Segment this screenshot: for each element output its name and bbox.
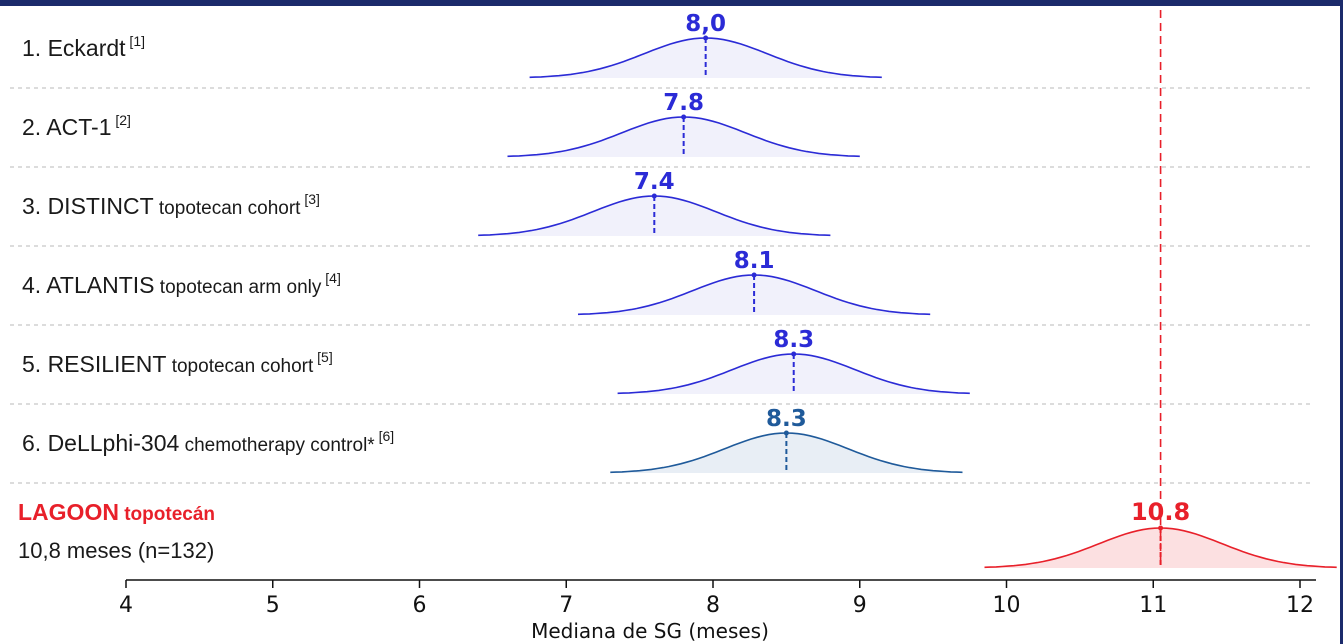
x-tick-label: 7 bbox=[559, 593, 573, 618]
x-tick-label: 8 bbox=[706, 593, 720, 618]
x-tick-label: 9 bbox=[853, 593, 867, 618]
row-6-label: 6. DeLLphi-304 chemotherapy control* [6] bbox=[22, 428, 394, 456]
row-4-value-label: 8.1 bbox=[734, 248, 775, 274]
row-5-label: 5. RESILIENT topotecan cohort [5] bbox=[22, 349, 333, 377]
row-3-label: 3. DISTINCT topotecan cohort [3] bbox=[22, 191, 320, 219]
row-6-value-label: 8.3 bbox=[766, 406, 807, 432]
x-axis-title: Mediana de SG (meses) bbox=[531, 619, 769, 643]
x-tick-label: 12 bbox=[1286, 593, 1314, 618]
highlight-median-dot bbox=[1158, 526, 1163, 531]
row-1-label: 1. Eckardt [1] bbox=[22, 33, 145, 61]
row-2-value-label: 7.8 bbox=[663, 90, 704, 116]
x-tick-label: 11 bbox=[1139, 593, 1167, 618]
x-tick-label: 6 bbox=[413, 593, 427, 618]
highlight-label: LAGOON topotecán bbox=[18, 499, 215, 525]
row-2-label: 2. ACT-1 [2] bbox=[22, 112, 131, 140]
row-5-value-label: 8.3 bbox=[773, 327, 814, 353]
row-1-value-label: 8,0 bbox=[685, 11, 726, 37]
highlight-subtitle: 10,8 meses (n=132) bbox=[18, 538, 214, 563]
highlight-value-label: 10.8 bbox=[1131, 498, 1190, 526]
row-3-value-label: 7.4 bbox=[634, 169, 675, 195]
x-tick-label: 10 bbox=[993, 593, 1021, 618]
x-tick-label: 5 bbox=[266, 593, 280, 618]
row-4-label: 4. ATLANTIS topotecan arm only [4] bbox=[22, 270, 341, 298]
x-tick-label: 4 bbox=[119, 593, 133, 618]
